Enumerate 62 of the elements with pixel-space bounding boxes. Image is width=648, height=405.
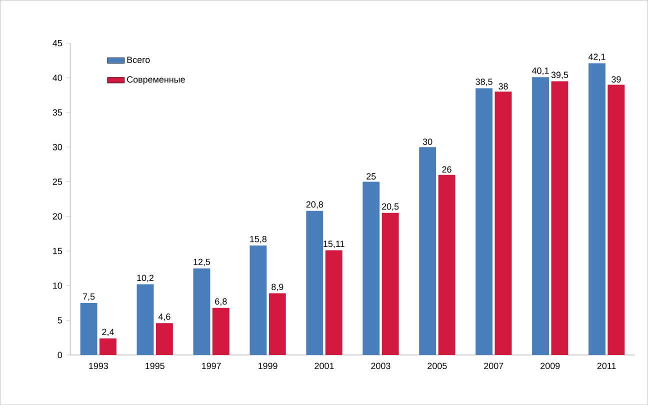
x-tick-label: 2011 (597, 362, 616, 370)
data-label: 26 (442, 166, 452, 173)
bar (382, 212, 399, 355)
data-label: 39 (612, 76, 621, 82)
bar (325, 250, 342, 355)
x-tick-label: 1995 (146, 362, 164, 370)
x-tick-label: 2003 (371, 362, 390, 370)
bar (80, 302, 98, 355)
data-label: 25 (366, 173, 376, 180)
data-label: 38 (498, 83, 508, 90)
data-label: 20,8 (306, 201, 323, 209)
data-label: 38,5 (476, 78, 492, 86)
bar (212, 308, 230, 355)
y-tick-label: 10 (53, 282, 62, 289)
data-label: 4,6 (158, 313, 170, 321)
x-tick-label: 1993 (89, 362, 108, 370)
legend-label: Всего (127, 56, 150, 63)
bar (362, 182, 380, 355)
data-label: 8,9 (272, 284, 284, 292)
legend-label: Современные (127, 76, 185, 84)
data-label: 15,11 (324, 240, 344, 248)
data-label: 42,1 (588, 54, 606, 62)
data-label: 2,4 (102, 328, 114, 336)
data-label: 30 (422, 138, 432, 145)
x-tick-label: 2007 (484, 362, 504, 370)
bar (100, 338, 116, 355)
y-tick-label: 45 (52, 40, 62, 46)
bar (588, 63, 606, 355)
x-tick-label: 2001 (314, 362, 334, 370)
bar (419, 147, 436, 355)
data-label: 40,1 (532, 67, 549, 75)
bar (156, 323, 173, 355)
data-label: 20,5 (382, 203, 399, 211)
y-tick-label: 40 (52, 74, 62, 81)
y-tick-label: 20 (52, 213, 62, 220)
y-tick-label: 0 (58, 352, 62, 358)
bar (250, 245, 267, 355)
bar (306, 210, 324, 355)
bar (532, 77, 549, 355)
y-tick-label: 25 (52, 178, 62, 185)
data-label: 15,8 (250, 236, 267, 244)
x-tick-label: 1997 (202, 362, 221, 370)
bar (268, 293, 286, 355)
bar (476, 88, 493, 355)
y-tick-label: 5 (58, 317, 62, 324)
y-tick-label: 15 (53, 248, 62, 254)
bar (608, 84, 625, 355)
bar (438, 174, 456, 355)
data-label: 12,5 (194, 258, 210, 266)
x-tick-label: 1999 (258, 362, 278, 370)
bar (136, 284, 154, 355)
bar (193, 268, 210, 355)
bar (551, 81, 568, 355)
data-label: 10,2 (137, 274, 154, 282)
y-tick-label: 30 (52, 144, 62, 150)
x-tick-label: 2009 (540, 362, 560, 370)
data-label: 6,8 (215, 298, 227, 306)
data-label: 7,5 (83, 293, 95, 301)
data-label: 39,5 (551, 72, 568, 80)
bar (494, 92, 512, 355)
x-tick-label: 2005 (428, 362, 447, 370)
y-tick-label: 35 (52, 109, 62, 116)
